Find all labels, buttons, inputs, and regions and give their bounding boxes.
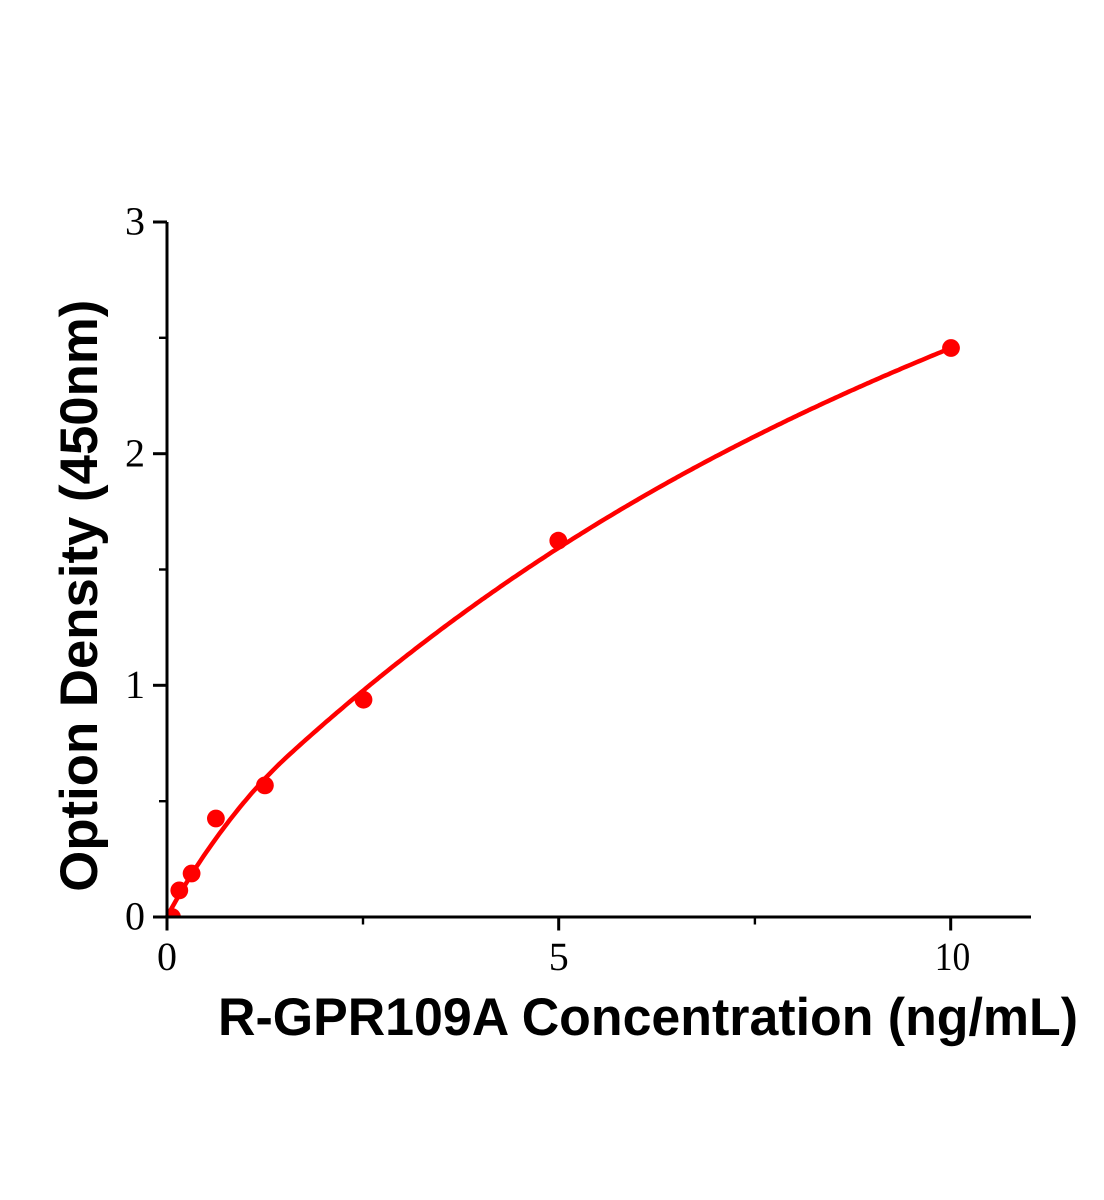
svg-text:1: 1 (125, 662, 145, 707)
svg-text:0: 0 (157, 934, 177, 979)
svg-text:R-GPR109A Concentration (ng/mL: R-GPR109A Concentration (ng/mL) (218, 988, 1078, 1047)
svg-text:0: 0 (125, 894, 145, 939)
svg-text:10: 10 (935, 934, 971, 979)
svg-text:3: 3 (125, 199, 145, 244)
svg-text:2: 2 (125, 430, 145, 475)
svg-text:Option Density (450nm): Option Density (450nm) (50, 300, 109, 892)
svg-text:5: 5 (549, 934, 569, 979)
